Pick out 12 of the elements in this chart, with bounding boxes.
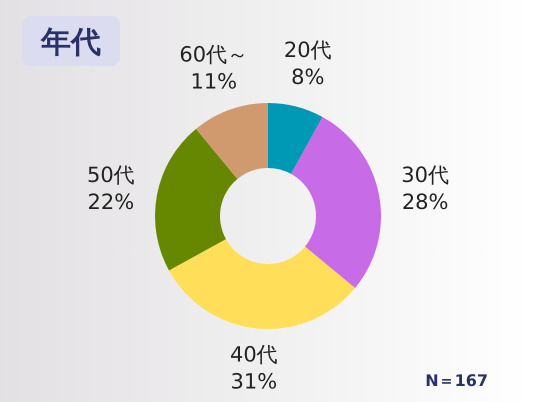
slice-label: 20代 xyxy=(284,38,332,62)
text: N＝167 xyxy=(425,371,488,390)
slice-label: 50代 xyxy=(86,163,135,188)
slice-label: 30代 xyxy=(401,163,450,188)
chart-title: 年代 xyxy=(40,25,101,60)
data-label: 8% xyxy=(291,65,324,90)
data-label: 11% xyxy=(190,69,238,94)
data-label: 22% xyxy=(87,190,134,214)
data-label: 31% xyxy=(230,369,278,394)
data-label: 28% xyxy=(402,190,449,214)
slice-label: 40代 xyxy=(230,342,278,366)
slice-label: 60代～ xyxy=(179,42,248,66)
